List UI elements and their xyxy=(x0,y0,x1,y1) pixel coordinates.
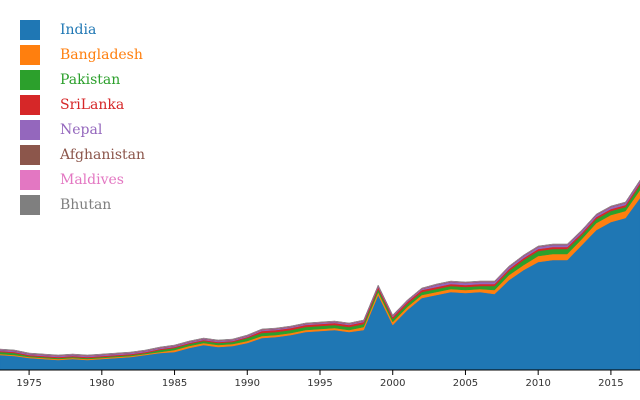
legend-swatch xyxy=(20,195,40,215)
x-tick-label: 1980 xyxy=(89,378,114,389)
legend-swatch xyxy=(20,170,40,190)
x-tick-label: 2010 xyxy=(525,378,550,389)
legend-label: India xyxy=(60,22,96,38)
legend-label: Bangladesh xyxy=(60,47,143,63)
legend-label: Nepal xyxy=(60,122,103,138)
x-tick-label: 1990 xyxy=(235,378,260,389)
x-tick-label: 2000 xyxy=(380,378,405,389)
area xyxy=(0,179,640,356)
legend-label: SriLanka xyxy=(60,97,124,113)
legend-label: Maldives xyxy=(60,172,124,188)
x-tick-label: 1995 xyxy=(307,378,332,389)
x-tick-label: 1975 xyxy=(16,378,41,389)
legend-label: Pakistan xyxy=(60,72,120,88)
legend-swatch xyxy=(20,70,40,90)
area xyxy=(0,197,640,371)
legend-swatch xyxy=(20,20,40,40)
legend-swatch xyxy=(20,95,40,115)
legend-label: Bhutan xyxy=(60,197,111,213)
x-tick-label: 1985 xyxy=(162,378,187,389)
legend-swatch xyxy=(20,45,40,65)
x-tick-label: 2005 xyxy=(453,378,478,389)
x-tick-label: 2015 xyxy=(598,378,623,389)
legend-swatch xyxy=(20,145,40,165)
legend-swatch xyxy=(20,120,40,140)
legend-label: Afghanistan xyxy=(59,147,145,163)
